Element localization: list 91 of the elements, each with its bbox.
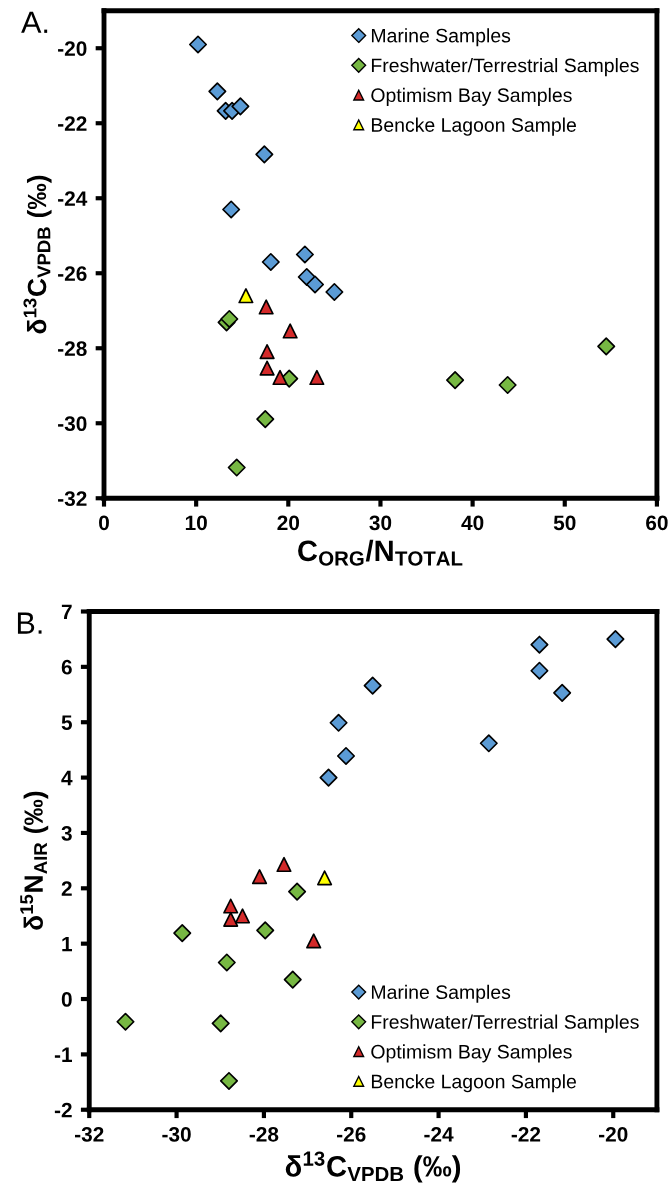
y-tick-label: 2 bbox=[61, 881, 72, 896]
point bbox=[223, 911, 239, 927]
y-tick-label: -30 bbox=[58, 416, 87, 432]
x-axis-title: δ$^{13}$C$_{VPDB}$ (‰) bbox=[285, 1151, 461, 1183]
point bbox=[258, 299, 274, 315]
point bbox=[597, 337, 616, 356]
point bbox=[498, 375, 517, 395]
y-tick-label: -2 bbox=[54, 1102, 72, 1118]
point bbox=[217, 953, 236, 972]
point bbox=[255, 145, 274, 164]
point bbox=[188, 35, 208, 54]
chart-title: A. bbox=[21, 11, 48, 33]
y-tick-label: -20 bbox=[58, 41, 87, 56]
legend-label: Marine Samples bbox=[371, 984, 511, 1003]
legend-label: Optimism Bay Samples bbox=[371, 1044, 572, 1063]
point bbox=[222, 200, 241, 219]
x-tick-label: -32 bbox=[75, 1126, 104, 1142]
legend-label: Bencke Lagoon Sample bbox=[371, 117, 576, 136]
x-tick-label: -22 bbox=[511, 1126, 541, 1142]
point bbox=[288, 882, 307, 901]
point bbox=[553, 683, 572, 702]
point bbox=[234, 908, 251, 924]
x-tick-label: -24 bbox=[424, 1126, 454, 1142]
point bbox=[329, 713, 348, 732]
point bbox=[295, 245, 314, 264]
point bbox=[259, 344, 275, 360]
x-tick-label: 40 bbox=[461, 515, 484, 531]
y-tick-label: 1 bbox=[62, 936, 72, 952]
point bbox=[256, 410, 275, 429]
y-tick-label: -28 bbox=[58, 341, 87, 356]
point bbox=[173, 924, 192, 943]
point bbox=[282, 323, 298, 339]
legend-label: Optimism Bay Samples bbox=[371, 87, 572, 106]
point bbox=[606, 630, 625, 649]
point bbox=[479, 734, 498, 753]
x-tick-label: 20 bbox=[277, 515, 300, 531]
x-tick-label: -30 bbox=[162, 1126, 191, 1142]
x-tick-label: 30 bbox=[369, 515, 392, 531]
point bbox=[251, 869, 268, 885]
point bbox=[223, 898, 239, 914]
x-axis-title: C$_{ORG}$/N$_{TOTAL}$ bbox=[298, 539, 463, 566]
y-tick-label: 3 bbox=[61, 825, 72, 841]
chart-title: B. bbox=[17, 612, 42, 634]
y-tick-label: -32 bbox=[58, 491, 87, 507]
y-axis-title: δ$^{15}$N$_{AIR}$ (‰) bbox=[20, 791, 49, 930]
x-tick-label: -20 bbox=[599, 1126, 628, 1142]
point bbox=[325, 282, 344, 302]
point bbox=[530, 635, 549, 654]
legend-label: Freshwater/Terrestrial Samples bbox=[371, 1014, 639, 1033]
legend-label: Bencke Lagoon Sample bbox=[371, 1074, 576, 1093]
y-tick-label: -24 bbox=[58, 191, 88, 206]
y-tick-label: -1 bbox=[54, 1047, 72, 1062]
point bbox=[208, 82, 227, 101]
point bbox=[272, 369, 288, 386]
point bbox=[220, 309, 239, 329]
point bbox=[116, 1012, 135, 1031]
point bbox=[276, 856, 292, 873]
point bbox=[227, 458, 246, 477]
point bbox=[446, 371, 465, 390]
point bbox=[211, 1014, 230, 1033]
point bbox=[309, 369, 325, 386]
y-tick-label: -22 bbox=[58, 116, 87, 131]
point bbox=[319, 768, 338, 787]
y-tick-label: 4 bbox=[61, 770, 73, 786]
y-tick-label: -26 bbox=[58, 266, 87, 281]
y-tick-label: 7 bbox=[61, 604, 72, 620]
y-tick-label: 6 bbox=[61, 659, 72, 675]
point bbox=[219, 1071, 239, 1091]
point bbox=[283, 970, 302, 989]
point bbox=[261, 252, 280, 272]
point bbox=[305, 275, 325, 294]
x-tick-label: 60 bbox=[646, 515, 668, 531]
point bbox=[336, 746, 356, 766]
x-tick-label: -28 bbox=[249, 1126, 279, 1142]
point bbox=[306, 933, 322, 949]
x-tick-label: -26 bbox=[337, 1126, 366, 1142]
point bbox=[259, 360, 275, 376]
point bbox=[256, 921, 275, 940]
x-tick-label: 50 bbox=[553, 515, 576, 531]
point bbox=[530, 661, 549, 680]
legend-label: Marine Samples bbox=[371, 28, 511, 47]
x-tick-label: 10 bbox=[185, 515, 207, 531]
legend-label: Freshwater/Terrestrial Samples bbox=[371, 58, 639, 77]
y-tick-label: 5 bbox=[61, 715, 72, 730]
x-tick-label: 0 bbox=[99, 515, 109, 531]
point bbox=[238, 288, 254, 304]
point bbox=[363, 676, 382, 695]
point bbox=[317, 870, 333, 886]
point bbox=[231, 97, 250, 116]
y-tick-label: 0 bbox=[61, 992, 72, 1007]
y-axis-title: δ$^{13}$C$_{VPDB}$ (‰) bbox=[23, 175, 52, 334]
